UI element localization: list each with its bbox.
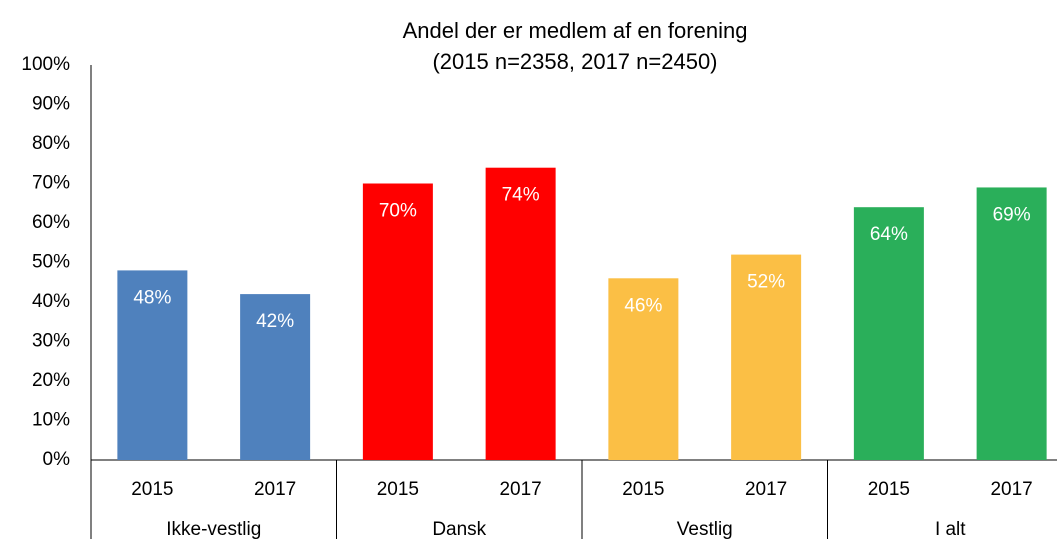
- y-tick-label: 80%: [32, 133, 70, 154]
- y-tick-label: 70%: [32, 173, 70, 194]
- y-tick-label: 60%: [32, 212, 70, 233]
- value-label: 69%: [993, 204, 1031, 225]
- y-tick-label: 30%: [32, 331, 70, 352]
- value-label: 64%: [870, 224, 908, 245]
- x-tick-label: 2015: [868, 479, 910, 500]
- x-tick-label: 2017: [254, 479, 296, 500]
- y-tick-label: 0%: [43, 449, 71, 470]
- x-tick-label: 2017: [745, 479, 787, 500]
- value-label: 74%: [502, 185, 540, 206]
- bar: [117, 270, 188, 460]
- value-label: 48%: [133, 287, 171, 308]
- y-tick-label: 50%: [32, 252, 70, 273]
- y-tick-label: 10%: [32, 410, 70, 431]
- x-tick-label: 2015: [131, 479, 173, 500]
- group-label: Dansk: [432, 519, 486, 539]
- group-label: Vestlig: [677, 519, 733, 539]
- chart-title: Andel der er medlem af en forening: [403, 18, 748, 43]
- bar: [731, 254, 802, 460]
- y-tick-label: 90%: [32, 94, 70, 115]
- bar: [853, 207, 924, 460]
- bar: [608, 278, 679, 460]
- bar: [485, 167, 556, 460]
- y-tick-label: 20%: [32, 370, 70, 391]
- bar: [976, 187, 1047, 460]
- y-tick-label: 40%: [32, 291, 70, 312]
- value-label: 42%: [256, 311, 294, 332]
- x-tick-label: 2017: [990, 479, 1032, 500]
- value-label: 52%: [747, 272, 785, 293]
- x-tick-label: 2015: [377, 479, 419, 500]
- group-label: Ikke-vestlig: [166, 519, 261, 539]
- chart-subtitle: (2015 n=2358, 2017 n=2450): [432, 49, 717, 74]
- value-label: 46%: [624, 295, 662, 316]
- value-label: 70%: [379, 201, 417, 222]
- bar: [240, 294, 311, 460]
- group-label: I alt: [935, 519, 966, 539]
- x-tick-label: 2017: [499, 479, 541, 500]
- y-tick-label: 100%: [21, 54, 70, 75]
- bar: [362, 183, 433, 460]
- x-tick-label: 2015: [622, 479, 664, 500]
